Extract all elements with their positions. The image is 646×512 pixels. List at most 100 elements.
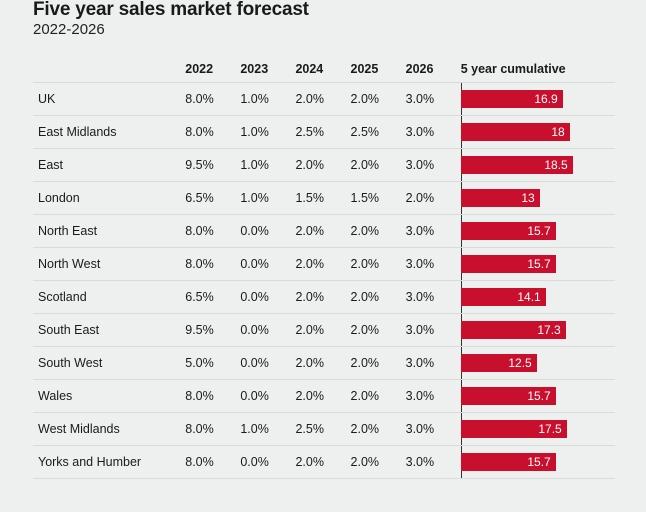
value-cell-2026: 3.0% — [405, 115, 461, 149]
cumulative-cell: 15.7 — [460, 214, 615, 248]
cumulative-bar: 18.5 — [460, 156, 573, 174]
value-cell-2023: 0.0% — [240, 346, 296, 380]
table-row: East 9.5% 1.0% 2.0% 2.0% 3.0% 18.5 — [33, 148, 615, 182]
cumulative-cell: 15.7 — [460, 445, 615, 479]
value-cell-2022: 8.0% — [185, 247, 241, 281]
cumulative-bar: 12.5 — [460, 354, 537, 372]
cumulative-cell: 14.1 — [460, 280, 615, 314]
cumulative-cell: 15.7 — [460, 379, 615, 413]
cumulative-bar: 14.1 — [460, 288, 546, 306]
header-2023: 2023 — [240, 55, 296, 83]
value-cell-2026: 3.0% — [405, 214, 461, 248]
header-2025: 2025 — [350, 55, 406, 83]
value-cell-2026: 3.0% — [405, 82, 461, 116]
table-row: North East 8.0% 0.0% 2.0% 2.0% 3.0% 15.7 — [33, 214, 615, 248]
table-row: Yorks and Humber 8.0% 0.0% 2.0% 2.0% 3.0% 15.7 — [33, 445, 615, 479]
chart-title: Five year sales market forecast — [33, 0, 309, 20]
value-cell-2024: 2.0% — [295, 313, 351, 347]
value-cell-2025: 2.0% — [350, 214, 406, 248]
table-row: London 6.5% 1.0% 1.5% 1.5% 2.0% 13 — [33, 181, 615, 215]
value-cell-2023: 0.0% — [240, 214, 296, 248]
table-row: West Midlands 8.0% 1.0% 2.5% 2.0% 3.0% 17.5 — [33, 412, 615, 446]
region-label: East — [33, 148, 186, 182]
value-cell-2023: 1.0% — [240, 181, 296, 215]
value-cell-2026: 3.0% — [405, 412, 461, 446]
value-cell-2023: 0.0% — [240, 445, 296, 479]
value-cell-2022: 6.5% — [185, 280, 241, 314]
cumulative-bar: 13 — [460, 189, 540, 207]
cumulative-bar: 17.5 — [460, 420, 567, 438]
header-region — [33, 55, 186, 83]
header-2026: 2026 — [405, 55, 461, 83]
value-cell-2026: 3.0% — [405, 313, 461, 347]
cumulative-bar: 15.7 — [460, 255, 556, 273]
region-label: East Midlands — [33, 115, 186, 149]
value-cell-2025: 2.0% — [350, 379, 406, 413]
cumulative-bar: 18 — [460, 123, 570, 141]
value-cell-2024: 2.0% — [295, 214, 351, 248]
forecast-table-figure: Five year sales market forecast 2022-202… — [33, 0, 615, 479]
header-2024: 2024 — [295, 55, 351, 83]
value-cell-2022: 8.0% — [185, 82, 241, 116]
cumulative-cell: 17.5 — [460, 412, 615, 446]
value-cell-2023: 1.0% — [240, 412, 296, 446]
region-label: UK — [33, 82, 186, 116]
value-cell-2024: 2.0% — [295, 148, 351, 182]
table-row: Scotland 6.5% 0.0% 2.0% 2.0% 3.0% 14.1 — [33, 280, 615, 314]
cumulative-bar: 15.7 — [460, 387, 556, 405]
value-cell-2024: 2.0% — [295, 280, 351, 314]
value-cell-2024: 2.0% — [295, 379, 351, 413]
value-cell-2022: 8.0% — [185, 214, 241, 248]
region-label: Scotland — [33, 280, 186, 314]
value-cell-2024: 2.0% — [295, 346, 351, 380]
value-cell-2022: 8.0% — [185, 115, 241, 149]
value-cell-2023: 1.0% — [240, 115, 296, 149]
value-cell-2024: 1.5% — [295, 181, 351, 215]
region-label: Wales — [33, 379, 186, 413]
header-cumulative: 5 year cumulative — [460, 55, 615, 83]
value-cell-2022: 8.0% — [185, 412, 241, 446]
region-label: North West — [33, 247, 186, 281]
region-label: London — [33, 181, 186, 215]
cumulative-bar: 17.3 — [460, 321, 566, 339]
value-cell-2025: 2.0% — [350, 313, 406, 347]
value-cell-2025: 2.5% — [350, 115, 406, 149]
cumulative-bar: 16.9 — [460, 90, 563, 108]
value-cell-2022: 5.0% — [185, 346, 241, 380]
table-row: Wales 8.0% 0.0% 2.0% 2.0% 3.0% 15.7 — [33, 379, 615, 413]
value-cell-2024: 2.5% — [295, 115, 351, 149]
value-cell-2024: 2.5% — [295, 412, 351, 446]
region-label: North East — [33, 214, 186, 248]
cumulative-cell: 18 — [460, 115, 615, 149]
cumulative-cell: 16.9 — [460, 82, 615, 116]
value-cell-2024: 2.0% — [295, 247, 351, 281]
value-cell-2023: 1.0% — [240, 82, 296, 116]
cumulative-cell: 15.7 — [460, 247, 615, 281]
value-cell-2023: 0.0% — [240, 313, 296, 347]
header-2022: 2022 — [185, 55, 241, 83]
cumulative-bar: 15.7 — [460, 453, 556, 471]
value-cell-2024: 2.0% — [295, 82, 351, 116]
region-label: Yorks and Humber — [33, 445, 186, 479]
value-cell-2025: 1.5% — [350, 181, 406, 215]
cumulative-cell: 12.5 — [460, 346, 615, 380]
value-cell-2022: 9.5% — [185, 313, 241, 347]
value-cell-2025: 2.0% — [350, 82, 406, 116]
value-cell-2026: 3.0% — [405, 280, 461, 314]
value-cell-2026: 3.0% — [405, 445, 461, 479]
value-cell-2023: 0.0% — [240, 247, 296, 281]
value-cell-2023: 0.0% — [240, 379, 296, 413]
value-cell-2025: 2.0% — [350, 412, 406, 446]
chart-subtitle: 2022-2026 — [33, 21, 105, 38]
value-cell-2022: 6.5% — [185, 181, 241, 215]
value-cell-2025: 2.0% — [350, 445, 406, 479]
region-label: West Midlands — [33, 412, 186, 446]
table-row: East Midlands 8.0% 1.0% 2.5% 2.5% 3.0% 18 — [33, 115, 615, 149]
cumulative-cell: 17.3 — [460, 313, 615, 347]
region-label: South East — [33, 313, 186, 347]
value-cell-2023: 1.0% — [240, 148, 296, 182]
value-cell-2026: 3.0% — [405, 247, 461, 281]
value-cell-2025: 2.0% — [350, 280, 406, 314]
value-cell-2026: 2.0% — [405, 181, 461, 215]
table-body: UK 8.0% 1.0% 2.0% 2.0% 3.0% 16.9 East Midlands 8… — [33, 82, 615, 479]
